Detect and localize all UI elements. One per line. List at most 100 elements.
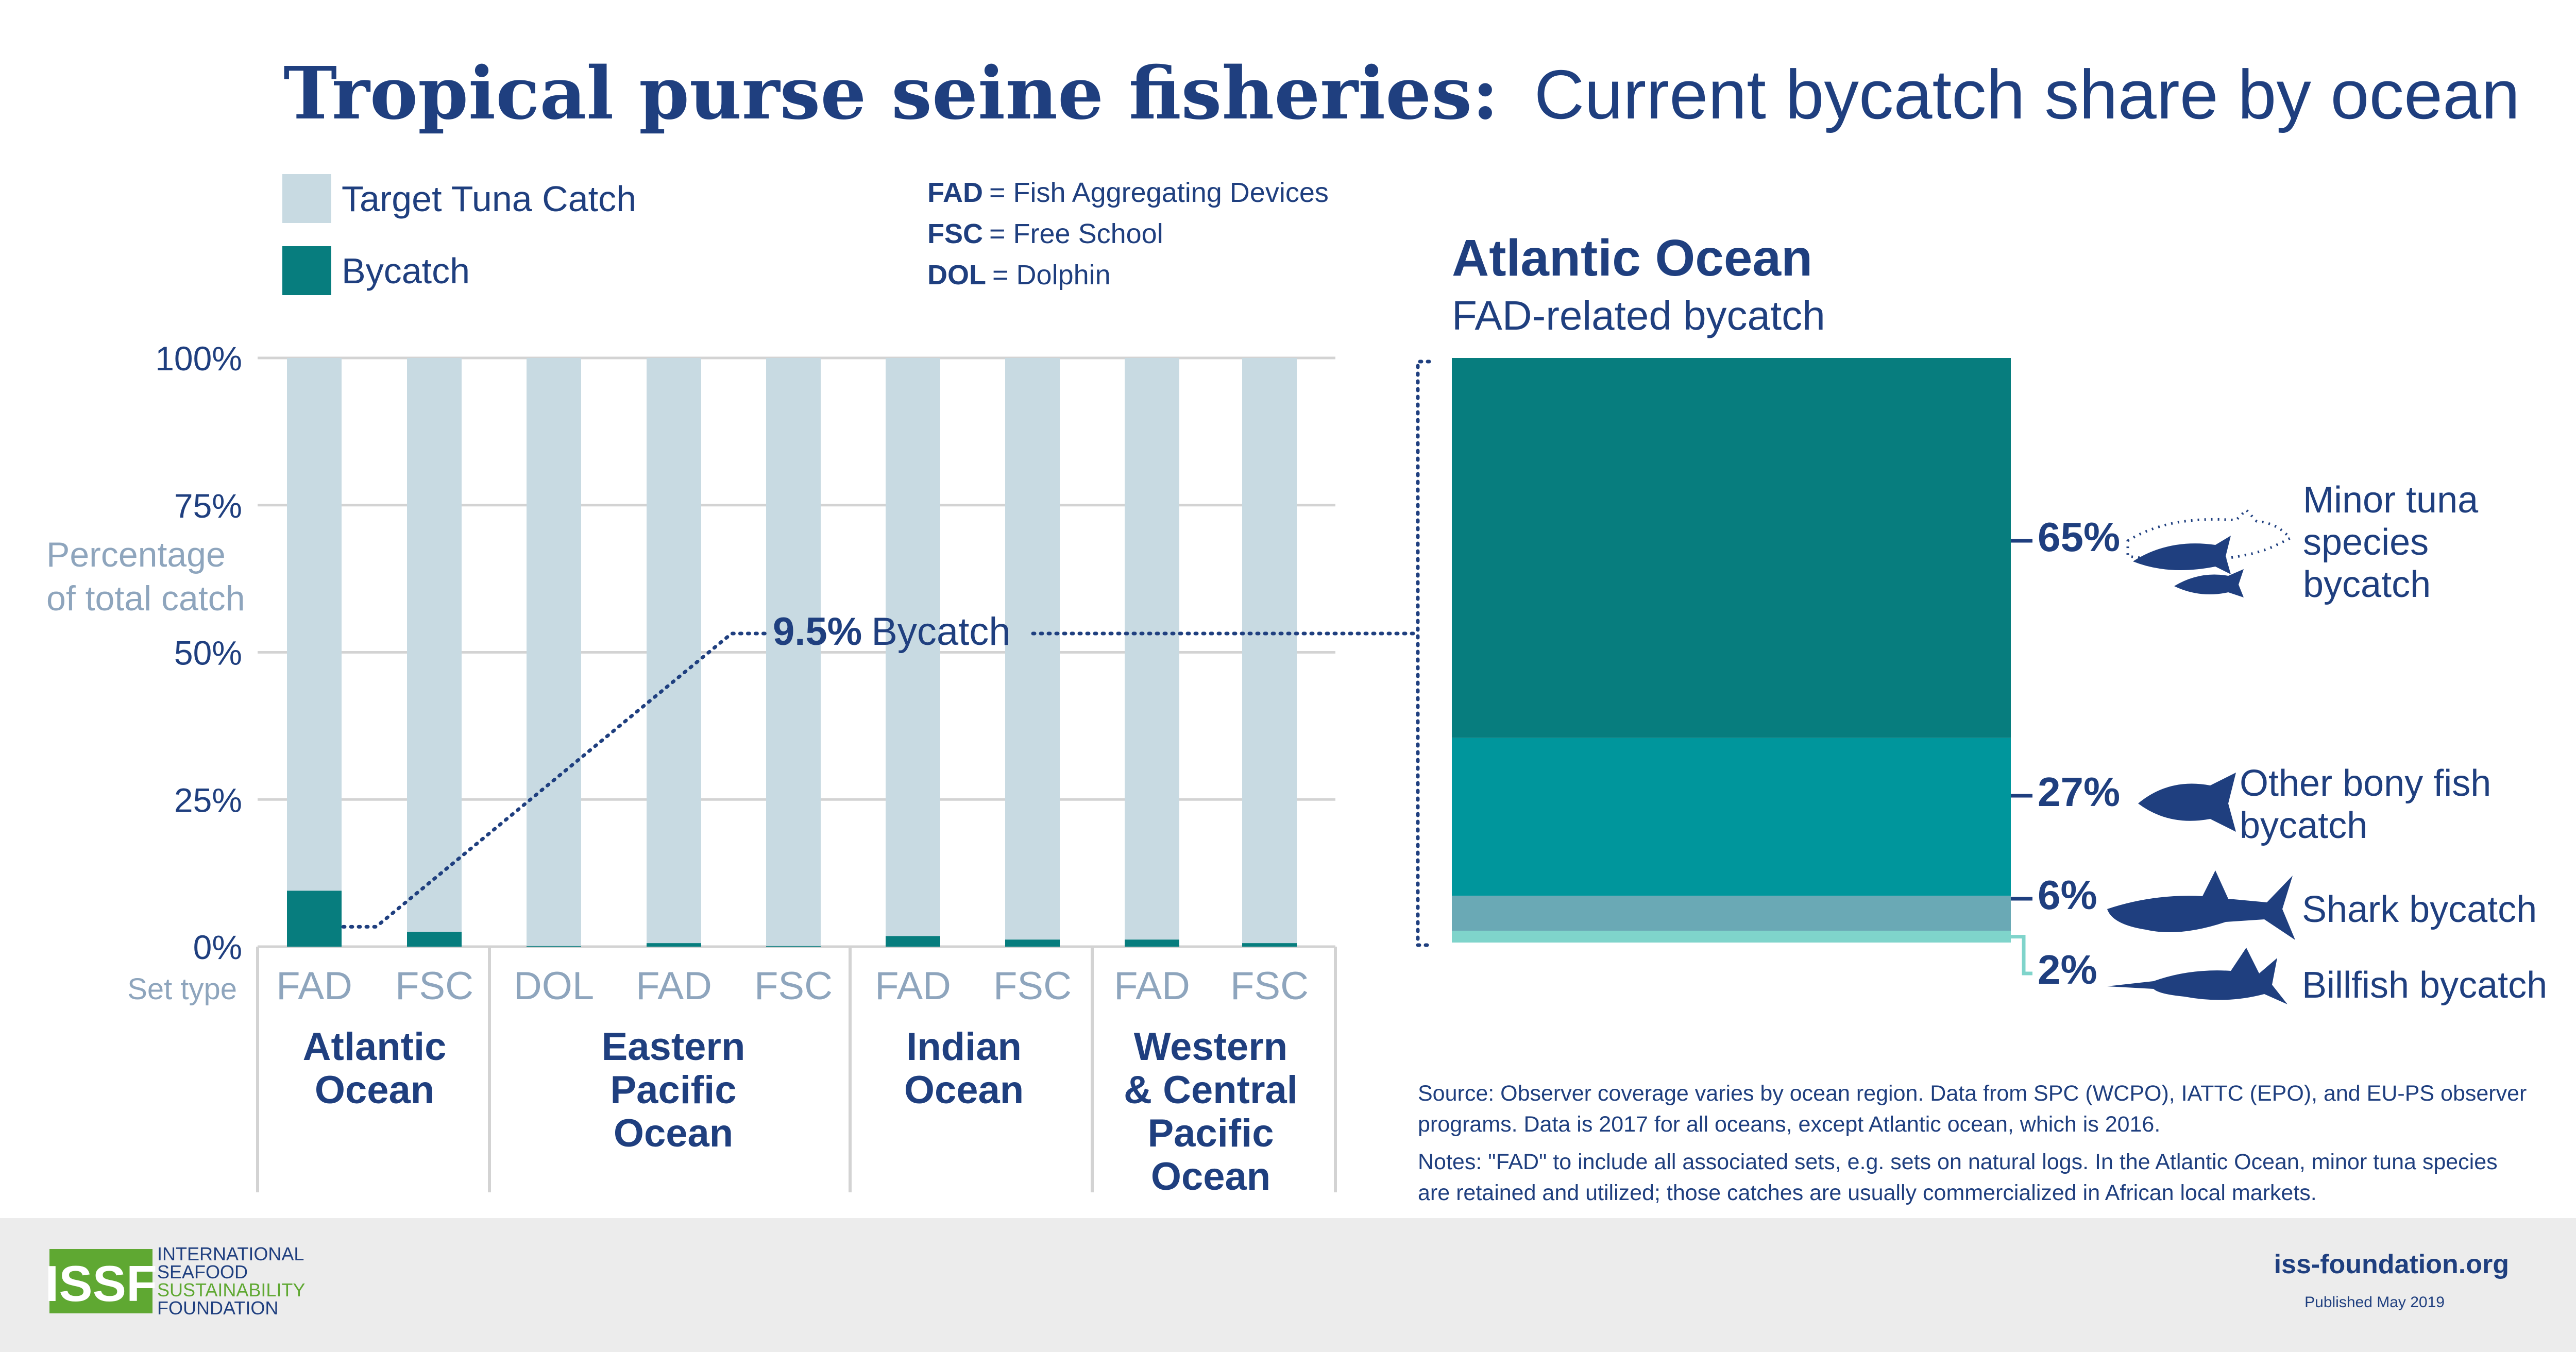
tuna-icon bbox=[2133, 536, 2231, 574]
bar-target-tuna bbox=[886, 358, 940, 936]
atlantic-chart-title: Atlantic Ocean bbox=[1452, 229, 1812, 287]
logo-line2: SEAFOOD bbox=[157, 1261, 248, 1282]
segment-percent-label: 65% bbox=[2038, 514, 2120, 560]
bar-target-tuna bbox=[647, 358, 701, 944]
segment-percent-label: 27% bbox=[2038, 769, 2120, 815]
segment-shark bbox=[1452, 896, 2011, 931]
segment-minor-tuna bbox=[1452, 358, 2011, 738]
segment-percent-label: 6% bbox=[2038, 872, 2097, 918]
bar-bycatch bbox=[1005, 939, 1060, 947]
source-note-line4: are retained and utilized; those catches… bbox=[1418, 1180, 2317, 1205]
annotation-label: 9.5% Bycatch bbox=[773, 610, 1011, 654]
page-title: Tropical purse seine fisheries: Current … bbox=[283, 52, 2520, 136]
annotation-connector bbox=[341, 631, 770, 929]
source-note-line3: Notes: "FAD" to include all associated s… bbox=[1418, 1150, 2498, 1174]
group-label: Ocean bbox=[614, 1111, 733, 1155]
legend-target-swatch bbox=[282, 174, 331, 223]
abbrev-fsc: FSC = Free School bbox=[927, 218, 1163, 249]
group-label: Western bbox=[1134, 1025, 1287, 1069]
group-label: Atlantic bbox=[303, 1025, 447, 1069]
group-label: Indian bbox=[906, 1025, 1022, 1069]
bony-fish-icon bbox=[2138, 773, 2236, 832]
bar-bycatch bbox=[287, 891, 342, 947]
source-note: Source: Observer coverage varies by ocea… bbox=[1418, 1081, 2527, 1205]
x-tick-label: FSC bbox=[993, 964, 1072, 1008]
group-label: Pacific bbox=[1147, 1111, 1274, 1155]
atlantic-chart-subtitle: FAD-related bycatch bbox=[1452, 293, 1825, 338]
group-label: Ocean bbox=[315, 1068, 434, 1112]
legend-bycatch-label: Bycatch bbox=[342, 251, 470, 291]
group-label: Ocean bbox=[1151, 1155, 1270, 1199]
bracket-connector bbox=[1416, 360, 1431, 947]
bar-target-tuna bbox=[527, 358, 581, 946]
ocean-bycatch-chart: 0% 25% 50% 75% 100% FAD FSC DOL FAD FSC FAD FSC FAD F… bbox=[127, 339, 1416, 1199]
title-bold: Tropical purse seine fisheries: bbox=[283, 52, 1499, 136]
bar-target-tuna bbox=[1005, 358, 1060, 940]
small-tuna-icon bbox=[2174, 569, 2244, 597]
x-tick-label: FSC bbox=[1230, 964, 1309, 1008]
segment-percent-label: 2% bbox=[2038, 947, 2097, 992]
segment-category-label: species bbox=[2303, 522, 2429, 563]
y-axis-label-line2: of total catch bbox=[46, 579, 245, 618]
shark-icon bbox=[2107, 870, 2295, 940]
bar-target-tuna bbox=[407, 358, 462, 932]
y-tick-label: 100% bbox=[155, 339, 242, 378]
fish-icons bbox=[2107, 508, 2295, 1004]
billfish-icon bbox=[2107, 948, 2287, 1004]
group-label: Pacific bbox=[610, 1068, 736, 1112]
segment-category-label: bycatch bbox=[2303, 564, 2431, 605]
y-tick-label: 25% bbox=[174, 781, 242, 819]
x-tick-label: FAD bbox=[276, 964, 352, 1008]
abbrev-fad: FAD = Fish Aggregating Devices bbox=[927, 177, 1329, 208]
x-tick-label: FAD bbox=[636, 964, 712, 1008]
segment-category-label: Shark bycatch bbox=[2302, 889, 2537, 930]
group-label: & Central bbox=[1124, 1068, 1298, 1112]
bar-target-tuna bbox=[766, 358, 821, 946]
segment-bony-fish bbox=[1452, 738, 2011, 896]
bar-bycatch bbox=[407, 932, 462, 947]
x-tick-label: FAD bbox=[875, 964, 951, 1008]
x-tick-label: FAD bbox=[1114, 964, 1190, 1008]
bar-target-tuna bbox=[1125, 358, 1179, 940]
bar-target-tuna bbox=[287, 358, 342, 891]
issf-logo: ISSF INTERNATIONAL SEAFOOD SUSTAINABILIT… bbox=[45, 1243, 305, 1319]
y-tick-label: 0% bbox=[193, 928, 242, 966]
bar-bycatch bbox=[1242, 943, 1297, 947]
x-tick-label: DOL bbox=[514, 964, 594, 1008]
group-label: Ocean bbox=[904, 1068, 1024, 1112]
source-note-line1: Source: Observer coverage varies by ocea… bbox=[1418, 1081, 2527, 1106]
x-axis-label: Set type bbox=[127, 972, 237, 1006]
logo-line3: SUSTAINABILITY bbox=[157, 1279, 305, 1300]
atlantic-fad-bycatch-chart: Atlantic Ocean FAD-related bycatch 65% 27% 6… bbox=[1416, 229, 2547, 1006]
bar-bycatch bbox=[1125, 939, 1179, 947]
legend-target-label: Target Tuna Catch bbox=[342, 179, 636, 219]
bar-bycatch bbox=[527, 946, 581, 947]
bar-bycatch bbox=[766, 946, 821, 947]
segment-leader bbox=[2011, 935, 2032, 976]
x-tick-label: FSC bbox=[754, 964, 833, 1008]
logo-box bbox=[49, 1249, 152, 1313]
segment-category-label: bycatch bbox=[2240, 805, 2367, 846]
abbreviation-key: FAD = Fish Aggregating Devices FSC = Free … bbox=[927, 177, 1329, 290]
segment-category-label: Other bony fish bbox=[2240, 763, 2491, 804]
logo-line4: FOUNDATION bbox=[157, 1297, 278, 1319]
logo-line1: INTERNATIONAL bbox=[157, 1243, 304, 1264]
x-tick-label: FSC bbox=[395, 964, 473, 1008]
legend-bycatch-swatch bbox=[282, 246, 331, 295]
title-light: Current bycatch share by ocean bbox=[1534, 56, 2520, 133]
segment-billfish bbox=[1452, 931, 2011, 943]
segment-category-label: Billfish bycatch bbox=[2302, 965, 2547, 1006]
bar-target-tuna bbox=[1242, 358, 1297, 944]
segment-category-label: Minor tuna bbox=[2303, 480, 2479, 521]
legend: Target Tuna Catch Bycatch bbox=[282, 174, 636, 295]
abbrev-dol: DOL = Dolphin bbox=[927, 260, 1111, 290]
footer-url[interactable]: iss-foundation.org bbox=[2274, 1250, 2509, 1279]
y-tick-label: 50% bbox=[174, 634, 242, 672]
group-label: Eastern bbox=[602, 1025, 745, 1069]
y-axis-label-line1: Percentage bbox=[46, 535, 226, 574]
source-note-line2: programs. Data is 2017 for all oceans, e… bbox=[1418, 1112, 2160, 1137]
footer-published: Published May 2019 bbox=[2304, 1294, 2445, 1311]
footer-band bbox=[0, 1218, 2576, 1352]
logo-letters: ISSF bbox=[45, 1255, 157, 1312]
